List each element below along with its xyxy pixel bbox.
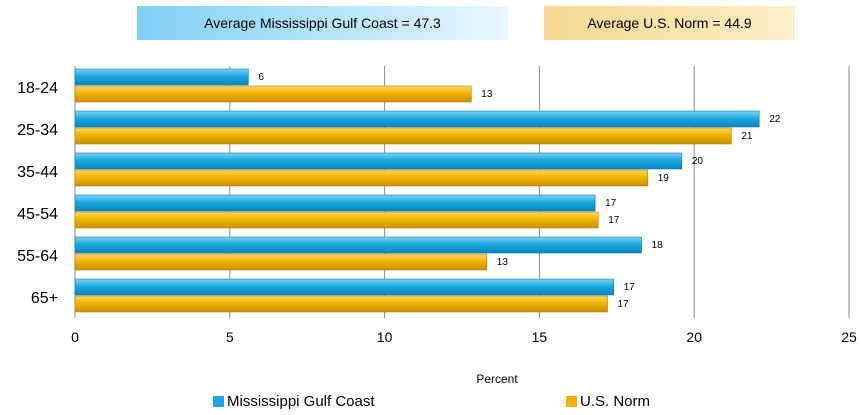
legend-item-mississippi: Mississippi Gulf Coast	[213, 390, 375, 412]
x-tick-label-0: 0	[71, 329, 79, 345]
bar-mississippi-65+	[74, 278, 615, 296]
bar-mississippi-35-44	[74, 152, 683, 170]
data-label-us-norm-25-34: 21	[741, 131, 753, 142]
legend-swatch-us-norm	[566, 395, 577, 407]
data-label-mississippi-55-64: 18	[652, 240, 664, 251]
x-tick-label-10: 10	[377, 329, 393, 345]
bar-us-norm-18-24	[74, 85, 472, 103]
data-label-us-norm-18-24: 13	[481, 89, 493, 100]
us-norm-average-banner: Average U.S. Norm = 44.9	[544, 6, 795, 40]
bar-mississippi-45-54	[74, 194, 596, 212]
data-label-mississippi-45-54: 17	[605, 198, 617, 209]
x-tick-label-20: 20	[686, 329, 702, 345]
legend-swatch-mississippi	[213, 395, 224, 407]
legend-item-us-norm: U.S. Norm	[566, 390, 650, 412]
x-axis-title: Percent	[476, 372, 518, 386]
data-label-us-norm-35-44: 19	[658, 173, 670, 184]
y-tick-label-25-34: 25-34	[17, 122, 58, 139]
x-tick-label-5: 5	[226, 329, 234, 345]
bar-us-norm-25-34	[74, 127, 732, 145]
y-tick-label-65+: 65+	[31, 290, 58, 307]
bar-us-norm-45-54	[74, 211, 599, 229]
data-label-us-norm-55-64: 13	[497, 257, 509, 268]
y-tick-label-35-44: 35-44	[17, 164, 58, 181]
bar-us-norm-65+	[74, 295, 608, 313]
data-label-mississippi-35-44: 20	[692, 156, 704, 167]
mississippi-average-banner: Average Mississippi Gulf Coast = 47.3	[137, 6, 508, 40]
data-label-us-norm-65+: 17	[618, 299, 630, 310]
data-label-us-norm-45-54: 17	[608, 215, 620, 226]
data-label-mississippi-65+: 17	[624, 282, 636, 293]
legend-label-us-norm: U.S. Norm	[580, 392, 651, 410]
x-tick-label-15: 15	[532, 329, 548, 345]
bar-us-norm-35-44	[74, 169, 649, 187]
y-tick-label-55-64: 55-64	[17, 248, 58, 265]
x-tick-label-25: 25	[841, 329, 857, 345]
y-tick-label-45-54: 45-54	[17, 206, 58, 223]
bar-mississippi-18-24	[74, 68, 249, 86]
data-label-mississippi-25-34: 22	[769, 114, 781, 125]
y-tick-label-18-24: 18-24	[17, 80, 58, 97]
legend-label-mississippi: Mississippi Gulf Coast	[227, 392, 375, 410]
data-label-mississippi-18-24: 6	[258, 72, 264, 83]
bar-mississippi-55-64	[74, 236, 642, 254]
bar-us-norm-55-64	[74, 253, 488, 271]
bar-mississippi-25-34	[74, 110, 760, 128]
